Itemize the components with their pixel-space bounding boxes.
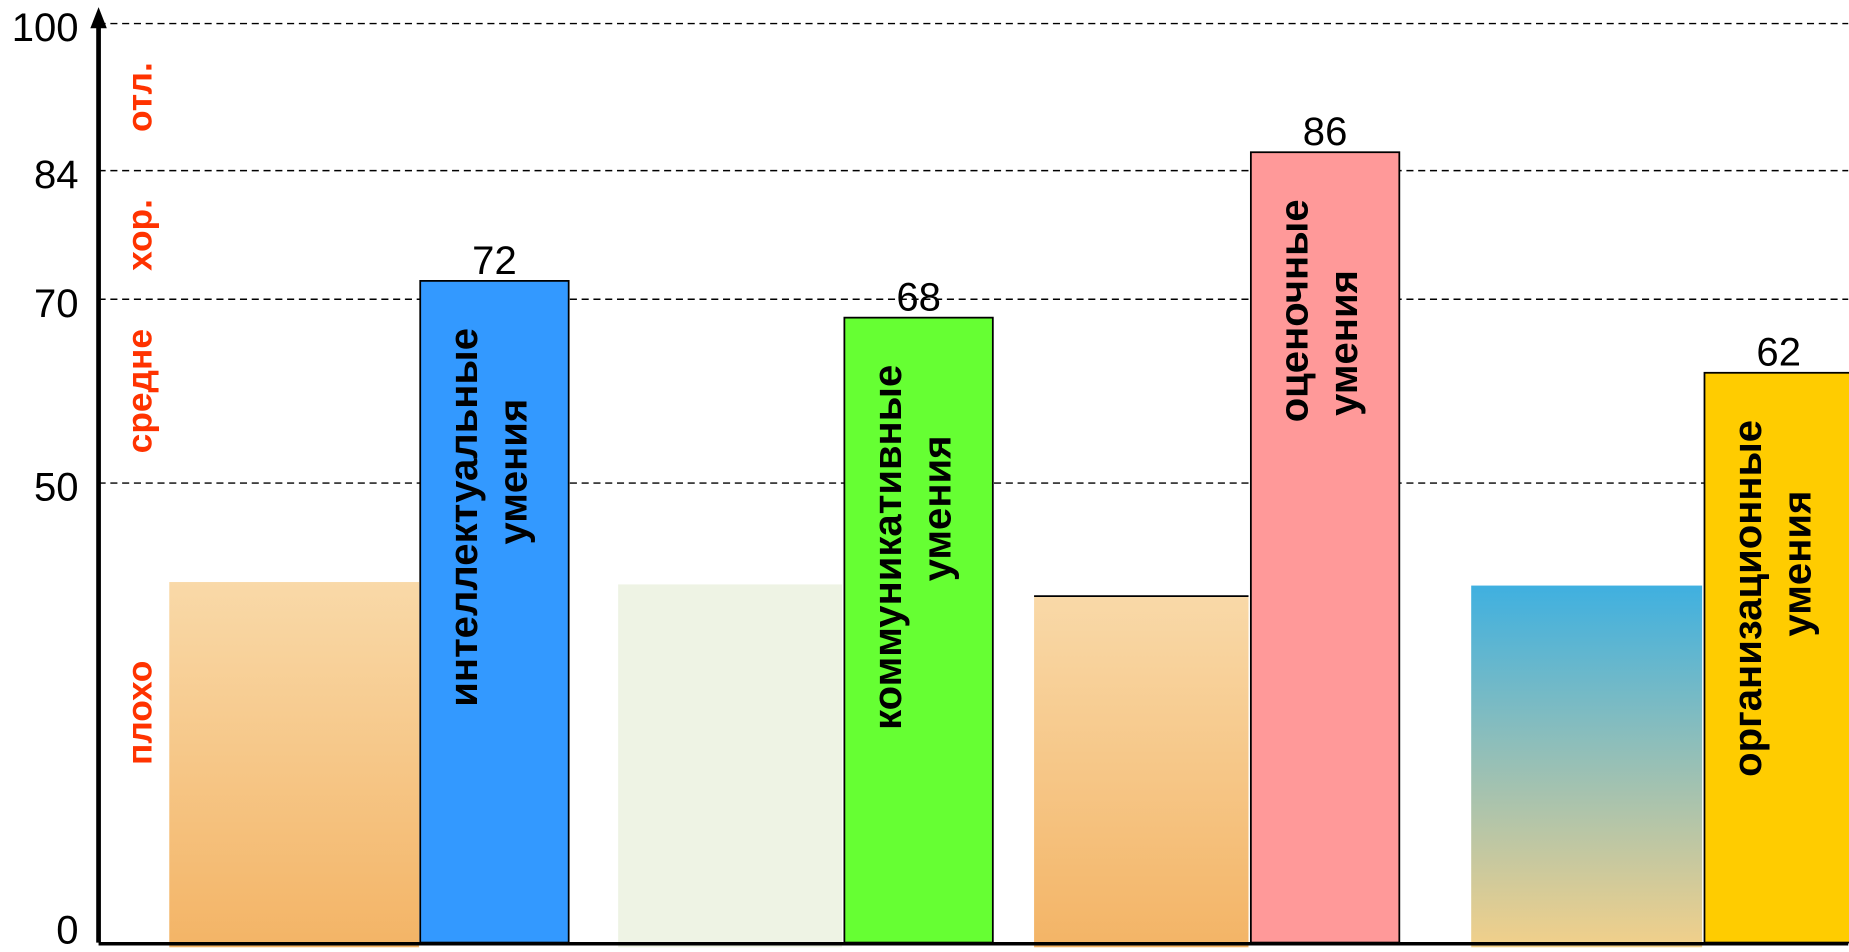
value-label: 68: [896, 276, 941, 320]
y-tick-label: 100: [12, 6, 79, 50]
zone-label: средне: [120, 329, 159, 453]
y-tick-label: 50: [34, 466, 79, 510]
value-label: 72: [472, 239, 517, 283]
y-tick-label: 84: [34, 153, 79, 197]
illustration: [618, 584, 842, 947]
y-tick-label: 70: [34, 282, 79, 326]
illustration: [1471, 586, 1702, 948]
zone-label: отл.: [120, 62, 159, 132]
zone-label: хор.: [120, 199, 159, 271]
chart: 0507084100плохосреднехор.отл.72интеллект…: [0, 0, 1849, 952]
y-tick-label: 0: [56, 909, 78, 952]
illustration: [1034, 596, 1248, 947]
zone-label: плохо: [120, 661, 159, 765]
value-label: 62: [1756, 331, 1801, 375]
axis-arrow: [90, 7, 106, 28]
value-label: 86: [1303, 110, 1348, 154]
illustration: [169, 582, 419, 947]
